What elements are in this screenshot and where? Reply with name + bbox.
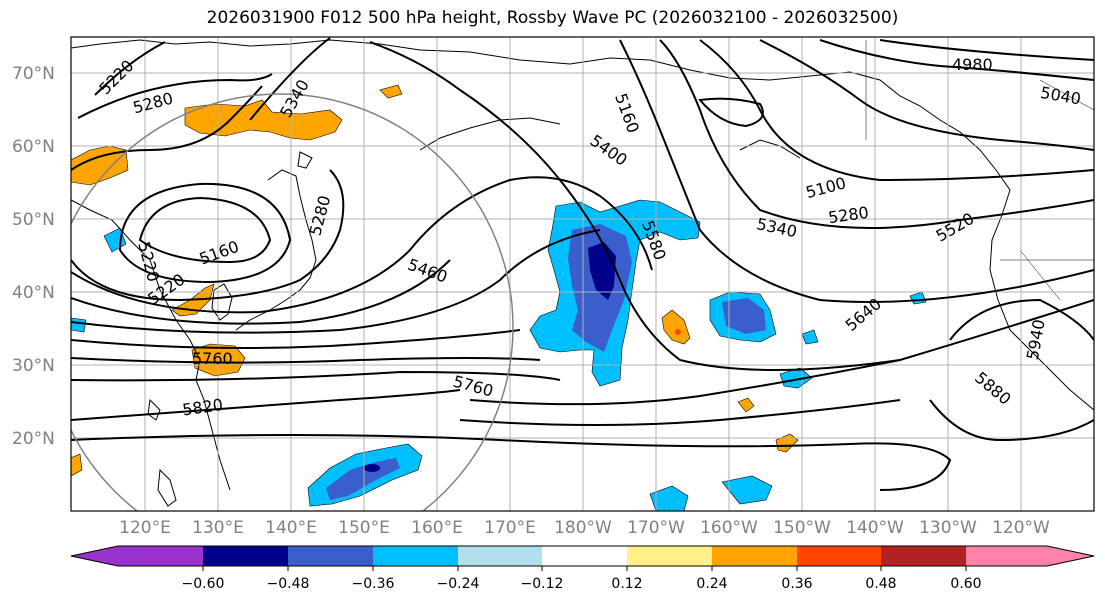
latitude-axis: 70°N 60°N 50°N 40°N 30°N 20°N: [12, 64, 55, 449]
positive-anomaly-patch: [71, 145, 129, 186]
colorbar-tick-label: 0.48: [865, 576, 896, 592]
latitude-label: 40°N: [12, 283, 55, 303]
negative-anomaly-patch: [801, 329, 819, 345]
colorbar-outline: [70, 545, 1095, 567]
positive-anomaly-patch: [661, 309, 691, 345]
contour-label: 5760: [192, 349, 233, 368]
colorbar-segment: [542, 546, 627, 566]
negative-anomaly-core: [364, 464, 380, 472]
negative-anomaly-patch: [649, 485, 689, 511]
colorbar-segment: [627, 546, 712, 566]
colorbar-tick-label: −0.48: [267, 576, 310, 592]
negative-anomaly-patch: [326, 458, 400, 500]
colorbar-segment: [118, 546, 203, 566]
negative-anomaly-patch: [71, 317, 87, 333]
gridlines: [71, 37, 1094, 511]
longitude-label: 170°W: [627, 518, 685, 538]
colorbar: −0.60 −0.48 −0.36 −0.24 −0.12 0.12 0.24 …: [70, 545, 1095, 592]
latitude-label: 70°N: [12, 64, 55, 84]
anomaly-shading: [71, 84, 927, 511]
colorbar-tick-label: −0.24: [437, 576, 480, 592]
region-circle: [71, 93, 514, 511]
colorbar-segment: [373, 546, 458, 566]
longitude-label: 130°W: [919, 518, 977, 538]
positive-anomaly-patch: [71, 453, 83, 477]
positive-anomaly-core: [675, 329, 681, 335]
colorbar-tick-label: −0.12: [521, 576, 564, 592]
negative-anomaly-patch: [721, 475, 773, 505]
colorbar-tick-label: −0.36: [352, 576, 395, 592]
longitude-label: 150°E: [338, 518, 390, 538]
colorbar-ticks: [202, 566, 967, 571]
longitude-label: 140°W: [846, 518, 904, 538]
positive-anomaly-patch: [379, 84, 403, 99]
latitude-label: 30°N: [12, 356, 55, 376]
colorbar-under-arrow: [71, 546, 118, 566]
height-contours: [71, 37, 1094, 491]
colorbar-segment: [797, 546, 881, 566]
colorbar-tick-label: 0.12: [611, 576, 642, 592]
colorbar-tick-label: 0.24: [696, 576, 727, 592]
contour-label: 4980: [952, 55, 993, 74]
colorbar-segment: [881, 546, 966, 566]
longitude-label: 130°E: [192, 518, 244, 538]
longitude-label: 140°E: [265, 518, 317, 538]
longitude-axis: 120°E 130°E 140°E 150°E 160°E 170°E 180°…: [119, 518, 1050, 538]
longitude-label: 120°W: [992, 518, 1050, 538]
longitude-label: 160°W: [700, 518, 758, 538]
colorbar-tick-label: 0.60: [950, 576, 981, 592]
map-title: 2026031900 F012 500 hPa height, Rossby W…: [206, 8, 899, 28]
longitude-label: 150°W: [773, 518, 831, 538]
longitude-label: 160°E: [411, 518, 463, 538]
positive-anomaly-patch: [737, 397, 755, 413]
colorbar-segment: [203, 546, 288, 566]
latitude-label: 50°N: [12, 210, 55, 230]
colorbar-segment: [458, 546, 542, 566]
colorbar-tick-label: 0.36: [781, 576, 812, 592]
positive-anomaly-patch: [184, 99, 343, 141]
latitude-label: 60°N: [12, 137, 55, 157]
longitude-label: 170°E: [484, 518, 536, 538]
longitude-label: 180°W: [554, 518, 612, 538]
latitude-label: 20°N: [12, 429, 55, 449]
colorbar-segment: [712, 546, 797, 566]
longitude-label: 120°E: [119, 518, 171, 538]
colorbar-tick-label: −0.60: [182, 576, 225, 592]
map-frame: [70, 36, 1095, 512]
colorbar-segment: [288, 546, 373, 566]
negative-anomaly-patch: [722, 298, 766, 334]
